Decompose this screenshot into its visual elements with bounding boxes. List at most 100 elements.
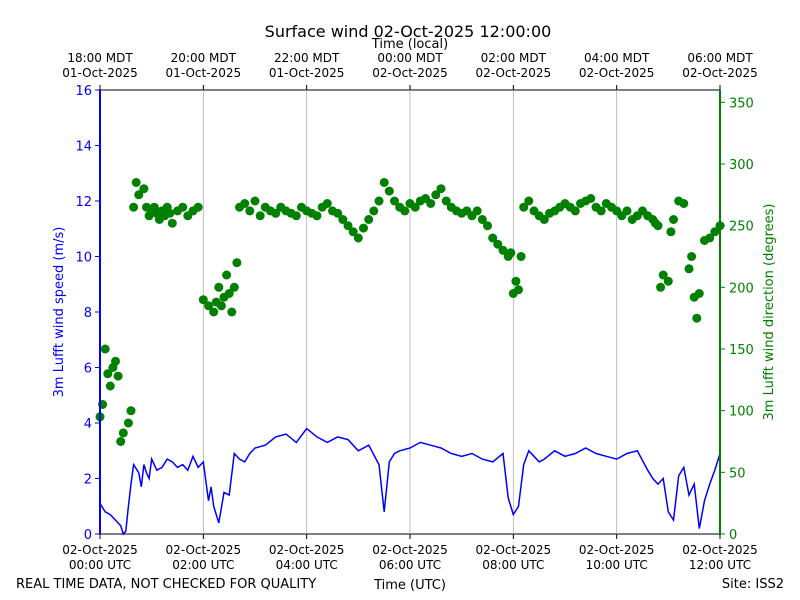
- top-tick-time: 02:00 MDT: [481, 51, 547, 65]
- direction-point: [705, 233, 715, 243]
- direction-point: [669, 215, 678, 224]
- bottom-tick-time: 12:00 UTC: [689, 558, 751, 572]
- direction-point: [165, 208, 175, 218]
- direction-point: [232, 258, 242, 268]
- left-tick-label: 14: [75, 140, 92, 155]
- speed-series: [99, 427, 721, 536]
- direction-point: [516, 252, 526, 261]
- direction-point: [204, 301, 213, 311]
- top-tick-time: 22:00 MDT: [274, 51, 340, 65]
- direction-point: [255, 211, 265, 221]
- right-tick-label: 250: [729, 220, 754, 235]
- direction-point: [511, 276, 521, 286]
- right-tick-label: 100: [729, 405, 754, 420]
- bottom-tick-date: 02-Oct-2025: [476, 543, 552, 557]
- direction-point: [103, 369, 113, 379]
- direction-point: [426, 199, 436, 208]
- direction-point: [291, 211, 301, 221]
- bottom-tick-time: 08:00 UTC: [482, 558, 544, 572]
- direction-point: [224, 289, 234, 298]
- direction-point: [214, 282, 224, 292]
- direction-point: [596, 206, 606, 216]
- bottom-tick-time: 10:00 UTC: [586, 558, 648, 572]
- bottom-tick-date: 02-Oct-2025: [166, 543, 242, 557]
- top-tick-date: 02-Oct-2025: [682, 66, 758, 80]
- grid-lines: [202, 90, 618, 534]
- right-y-ticks: 0 50 100 150 200 250 300 350: [720, 96, 754, 543]
- top-x-axis-label: Time (local): [371, 37, 448, 52]
- direction-point: [493, 239, 503, 249]
- right-tick-label: 50: [729, 466, 746, 481]
- direction-point: [359, 223, 368, 233]
- top-tick-date: 01-Oct-2025: [166, 66, 242, 80]
- direction-point: [472, 206, 482, 216]
- direction-point: [126, 406, 136, 416]
- left-tick-label: 0: [84, 528, 92, 543]
- bottom-tick-date: 02-Oct-2025: [682, 543, 758, 557]
- top-tick-time: 06:00 MDT: [687, 51, 753, 65]
- direction-point: [338, 215, 348, 224]
- direction-point: [113, 371, 123, 381]
- direction-point: [514, 285, 523, 295]
- right-tick-label: 200: [729, 281, 754, 296]
- direction-point: [384, 186, 394, 196]
- direction-point: [271, 208, 281, 218]
- direction-point: [431, 190, 441, 200]
- direction-point: [100, 344, 110, 354]
- direction-point: [656, 282, 666, 292]
- direction-point: [679, 199, 689, 208]
- direction-point: [227, 307, 237, 317]
- bottom-tick-date: 02-Oct-2025: [269, 543, 345, 557]
- bottom-tick-time: 00:00 UTC: [69, 558, 131, 572]
- left-tick-label: 16: [75, 84, 92, 99]
- direction-point: [400, 206, 410, 216]
- direction-point: [441, 196, 451, 206]
- direction-point: [498, 245, 508, 255]
- direction-point: [353, 233, 363, 243]
- site-label: Site: ISS2: [722, 577, 784, 592]
- direction-point: [483, 221, 492, 231]
- direction-point: [379, 178, 389, 187]
- direction-point: [364, 215, 374, 224]
- direction-point: [139, 184, 149, 194]
- direction-point: [374, 196, 384, 206]
- direction-point: [488, 233, 498, 243]
- top-tick-date: 02-Oct-2025: [476, 66, 552, 80]
- bottom-x-axis-label: Time (UTC): [373, 578, 446, 593]
- direction-point: [687, 252, 697, 261]
- right-tick-label: 350: [729, 96, 754, 111]
- chart-title: Surface wind 02-Oct-2025 12:00:00: [265, 22, 552, 41]
- direction-point: [369, 206, 379, 216]
- right-y-axis-label: 3m Lufft wind direction (degrees): [762, 204, 777, 421]
- direction-point: [506, 248, 516, 258]
- direction-point: [539, 215, 549, 224]
- right-tick-label: 150: [729, 343, 754, 358]
- direction-point: [123, 418, 133, 428]
- direction-point: [666, 227, 676, 237]
- direction-point: [312, 211, 322, 221]
- direction-point: [333, 208, 343, 218]
- bottom-tick-date: 02-Oct-2025: [372, 543, 448, 557]
- direction-point: [694, 289, 704, 298]
- direction-point: [240, 199, 250, 208]
- direction-point: [178, 202, 188, 212]
- left-tick-label: 8: [84, 306, 92, 321]
- direction-point: [105, 381, 115, 391]
- left-tick-label: 10: [75, 251, 92, 266]
- direction-point: [229, 282, 239, 292]
- direction-point: [570, 206, 580, 216]
- direction-point: [622, 206, 632, 216]
- direction-point: [586, 194, 596, 203]
- left-tick-label: 12: [75, 195, 92, 210]
- top-tick-time: 04:00 MDT: [584, 51, 650, 65]
- direction-point: [322, 199, 332, 208]
- direction-point: [116, 437, 126, 446]
- direction-point: [663, 276, 673, 286]
- bottom-tick-date: 02-Oct-2025: [579, 543, 655, 557]
- left-y-ticks: 0 2 4 6 8 10 12 14 16: [75, 84, 100, 543]
- direction-point: [436, 184, 446, 194]
- direction-point: [524, 196, 534, 206]
- direction-point: [129, 202, 139, 212]
